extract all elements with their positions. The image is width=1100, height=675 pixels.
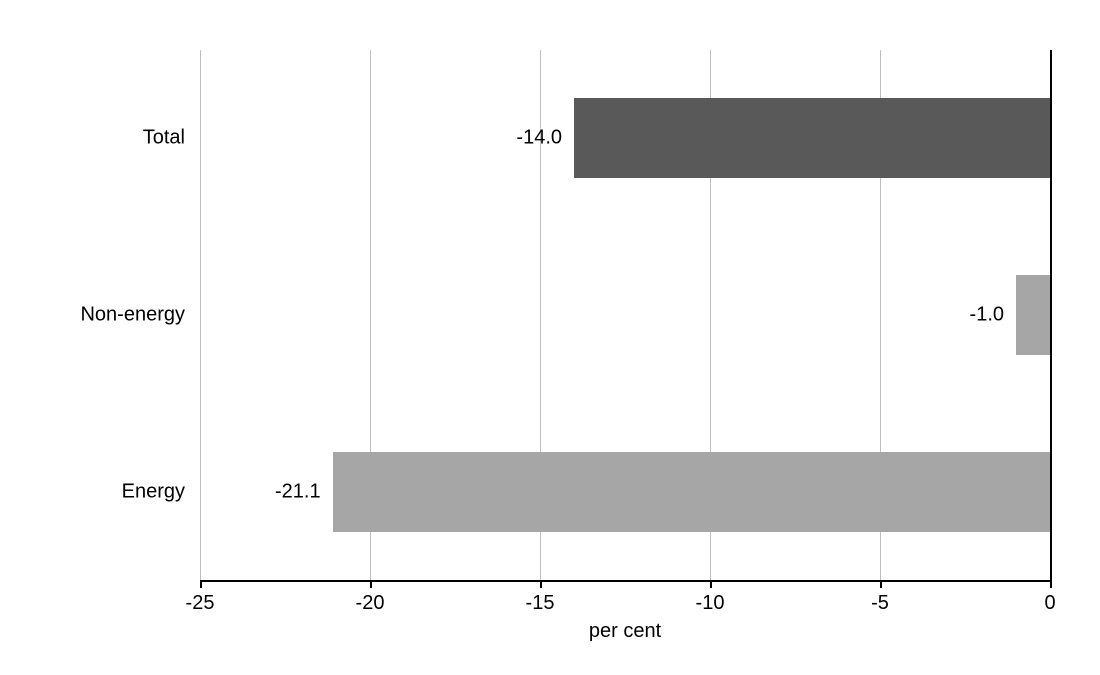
category-label: Energy xyxy=(122,480,185,503)
bar-value-label: -14.0 xyxy=(516,127,562,150)
x-gridline xyxy=(200,50,201,580)
category-label: Total xyxy=(143,127,185,150)
x-tick-mark xyxy=(710,580,712,588)
x-tick-label: -25 xyxy=(186,592,215,615)
x-tick-mark xyxy=(880,580,882,588)
y-axis-line xyxy=(1050,50,1052,580)
x-tick-label: 0 xyxy=(1044,592,1055,615)
x-axis-title: per cent xyxy=(589,620,661,643)
bar xyxy=(574,98,1050,178)
bar-chart: -25 -20 -15 -10 -5 0 per cent Total -14.0 Non-ene… xyxy=(0,0,1100,675)
category-label: Non-energy xyxy=(80,304,185,327)
x-tick-mark xyxy=(200,580,202,588)
bar-value-label: -1.0 xyxy=(970,304,1004,327)
bar xyxy=(1016,275,1050,355)
bar-value-label: -21.1 xyxy=(275,480,321,503)
x-tick-label: -10 xyxy=(696,592,725,615)
x-axis-line xyxy=(200,580,1050,582)
bar xyxy=(333,452,1050,532)
x-tick-label: -20 xyxy=(356,592,385,615)
plot-area xyxy=(200,50,1050,580)
x-tick-label: -5 xyxy=(871,592,889,615)
x-tick-mark xyxy=(1050,580,1052,588)
x-tick-label: -15 xyxy=(526,592,555,615)
x-tick-mark xyxy=(540,580,542,588)
x-tick-mark xyxy=(370,580,372,588)
